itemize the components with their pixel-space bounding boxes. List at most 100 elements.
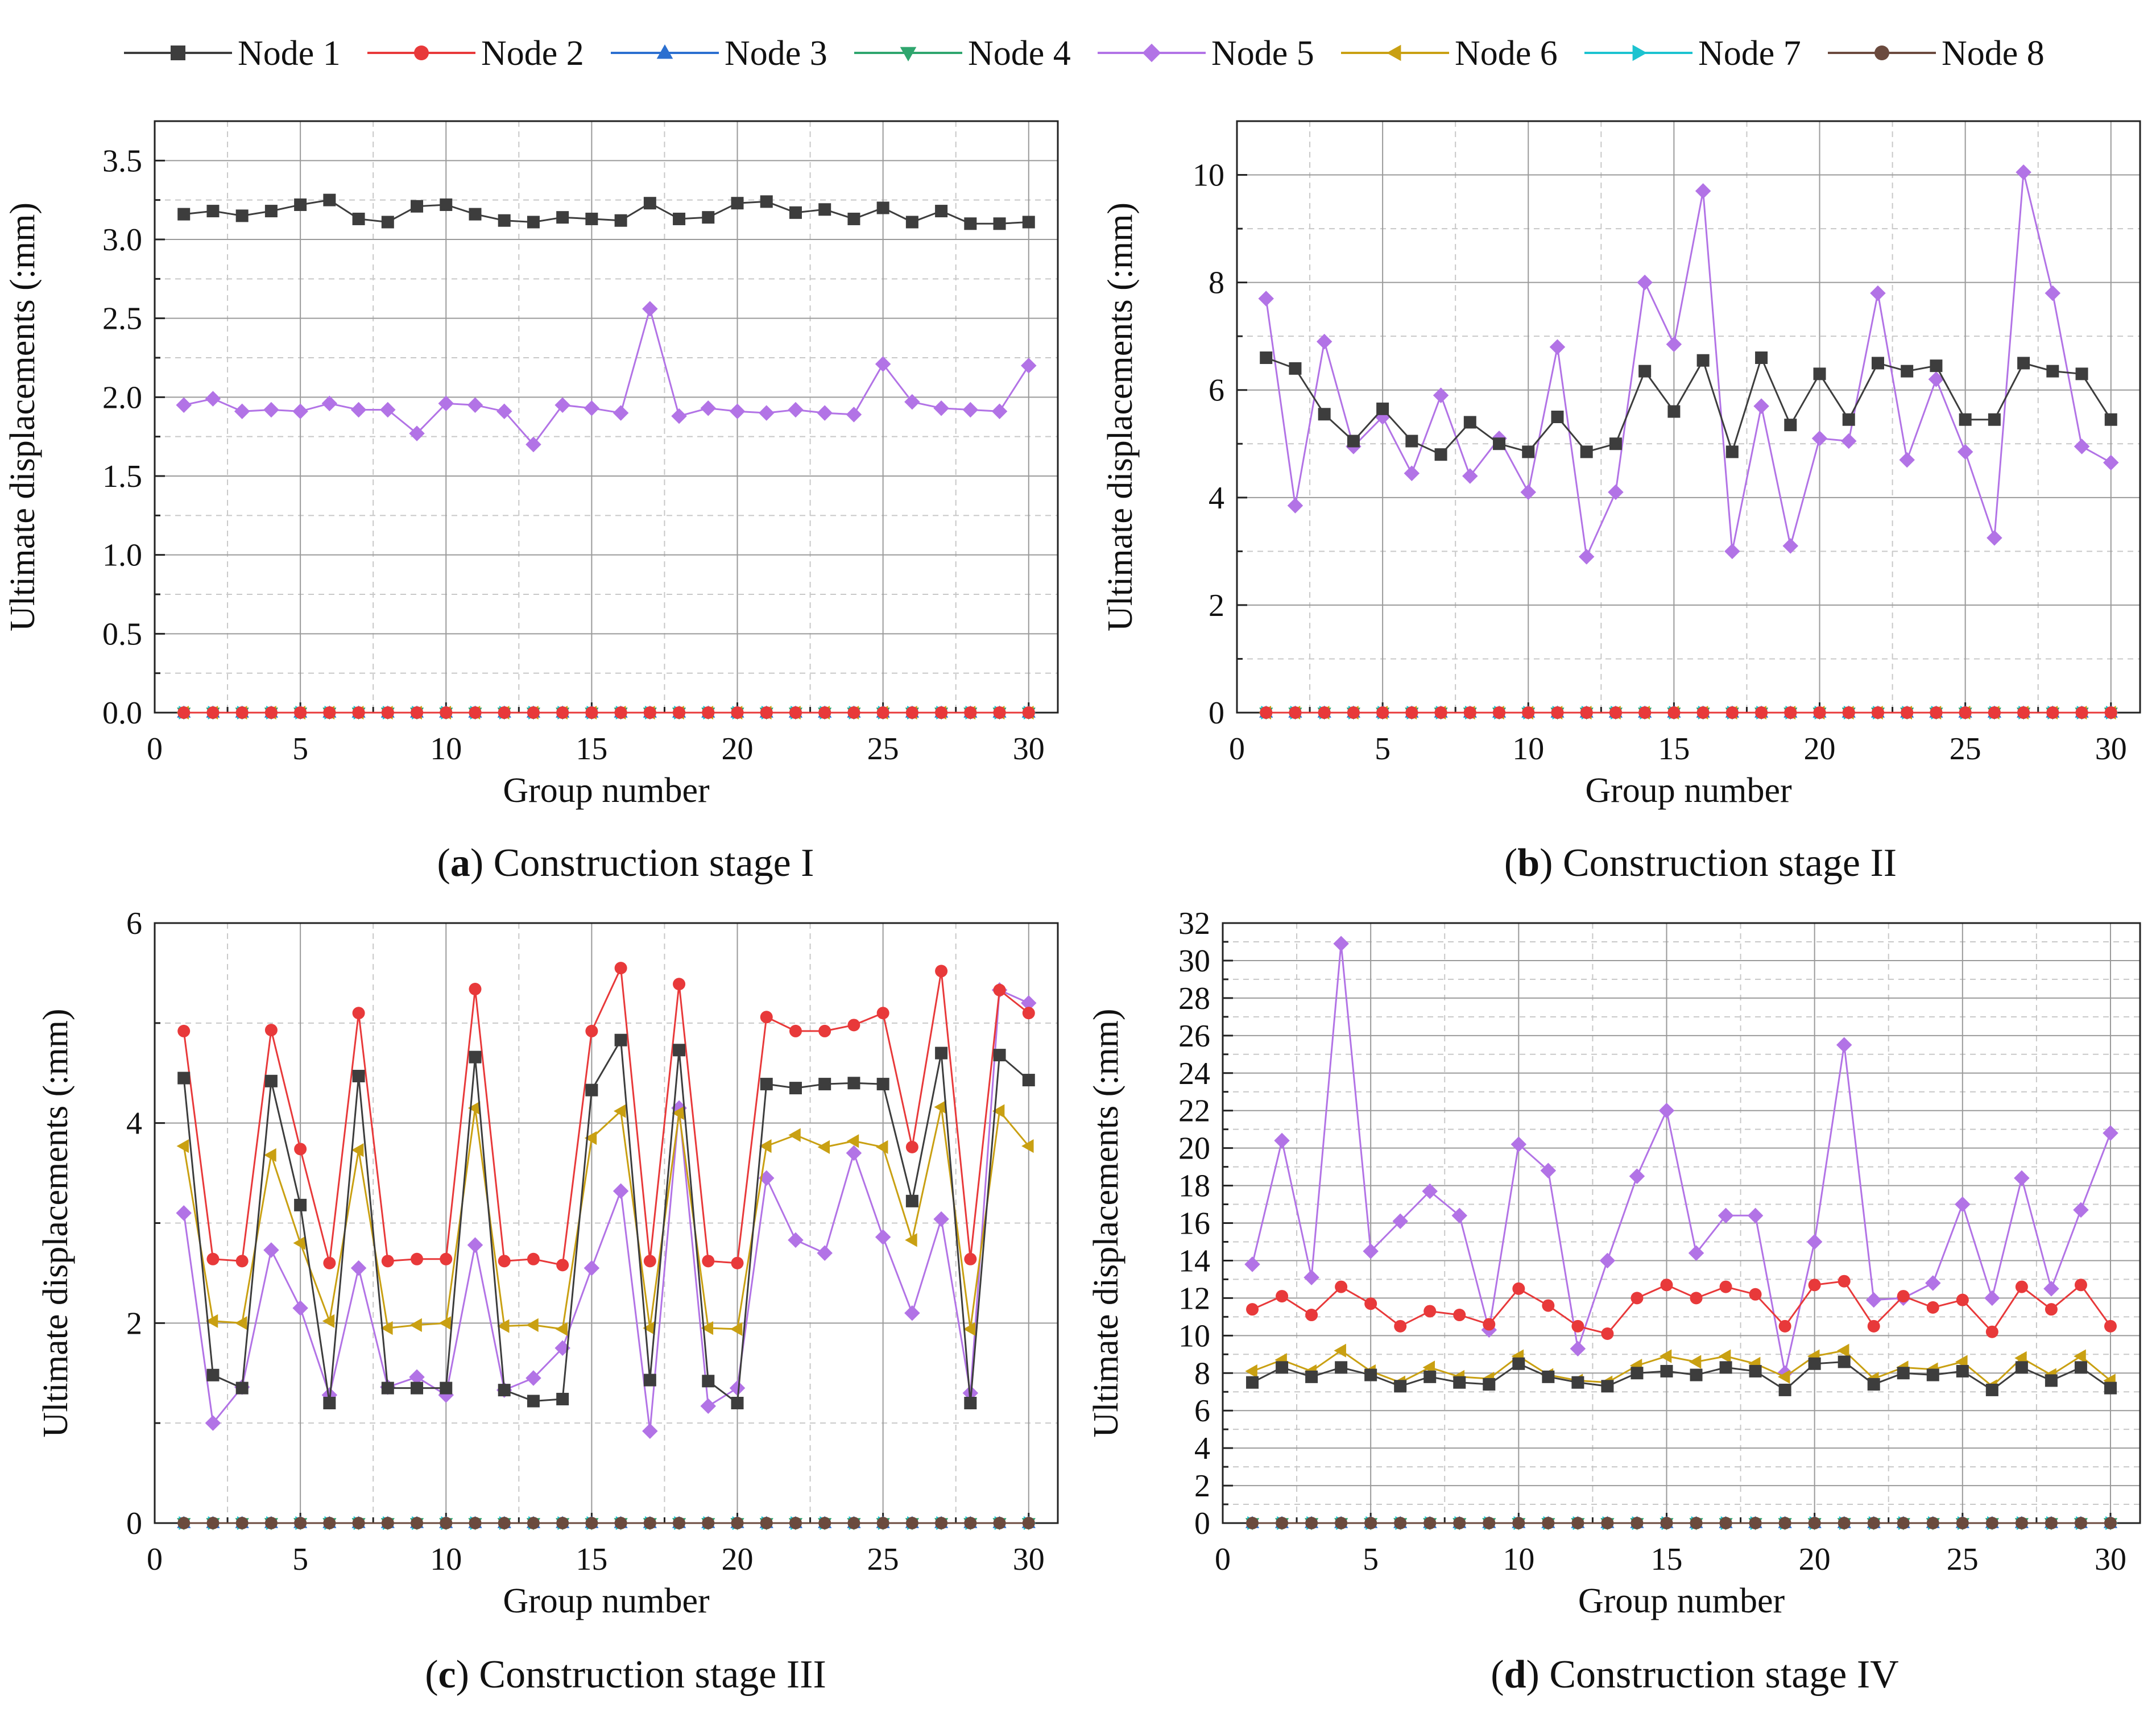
data-point-node-5 xyxy=(1928,371,1944,387)
data-point-node-1 xyxy=(264,1074,278,1087)
data-point-node-1 xyxy=(1959,413,1972,426)
data-point-node-5 xyxy=(1451,1207,1468,1224)
data-point-node-8 xyxy=(1808,1517,1821,1529)
legend-marker xyxy=(1874,45,1889,60)
data-point-node-2 xyxy=(1463,706,1476,719)
data-point-node-2 xyxy=(1423,1305,1437,1318)
data-point-node-1 xyxy=(585,1083,598,1097)
data-point-node-2 xyxy=(935,965,948,978)
data-point-node-2 xyxy=(1871,706,1884,719)
data-point-node-8 xyxy=(469,1517,482,1529)
data-point-node-5 xyxy=(1608,484,1624,500)
legend-marker xyxy=(171,45,185,60)
data-point-node-2 xyxy=(1784,706,1797,719)
caption-letter: b xyxy=(1517,841,1540,885)
data-point-node-1 xyxy=(2045,1374,2058,1387)
y-tick-label: 24 xyxy=(1178,1056,1210,1091)
y-tick-label: 20 xyxy=(1178,1131,1210,1166)
data-point-node-5 xyxy=(554,397,570,413)
data-point-node-8 xyxy=(1897,1517,1910,1529)
data-point-node-5 xyxy=(933,400,949,416)
caption-close-paren: ) xyxy=(1526,1653,1550,1697)
legend-marker xyxy=(1632,44,1647,61)
x-tick-label: 25 xyxy=(1947,1542,1979,1577)
data-point-node-1 xyxy=(2104,1381,2117,1395)
data-point-node-5 xyxy=(817,1245,833,1261)
x-tick-label: 10 xyxy=(1503,1542,1534,1577)
data-point-node-1 xyxy=(440,198,453,211)
data-point-node-1 xyxy=(731,197,744,210)
data-point-node-2 xyxy=(1434,706,1447,719)
data-point-node-2 xyxy=(1719,1280,1732,1293)
data-point-node-2 xyxy=(1580,706,1593,719)
data-point-node-1 xyxy=(1784,419,1797,432)
y-tick-label: 0.0 xyxy=(102,696,142,731)
data-point-node-1 xyxy=(1808,1357,1821,1370)
x-tick-label: 30 xyxy=(2095,1542,2126,1577)
data-point-node-6 xyxy=(2074,1349,2086,1363)
data-point-node-8 xyxy=(789,1517,802,1529)
data-point-node-1 xyxy=(1318,408,1331,421)
y-tick-label: 3.5 xyxy=(102,143,142,179)
y-tick-label: 8 xyxy=(1194,1356,1210,1391)
data-point-node-1 xyxy=(905,1194,918,1207)
data-point-node-1 xyxy=(352,1070,365,1083)
x-tick-label: 15 xyxy=(1650,1542,1682,1577)
data-point-node-6 xyxy=(1718,1349,1731,1363)
data-point-node-8 xyxy=(760,1517,773,1529)
data-point-node-5 xyxy=(991,403,1008,420)
series-node-1 xyxy=(177,193,1035,230)
data-point-node-6 xyxy=(351,1143,364,1157)
data-point-node-5 xyxy=(1363,1243,1379,1259)
data-point-node-6 xyxy=(235,1316,247,1330)
data-point-node-5 xyxy=(1303,1269,1319,1285)
data-point-node-2 xyxy=(1842,706,1855,719)
x-axis-title: Group number xyxy=(1585,771,1792,810)
data-point-node-8 xyxy=(818,1517,831,1529)
panel-caption: (d) Construction stage IV xyxy=(1491,1653,1898,1697)
data-point-node-2 xyxy=(556,706,569,719)
data-point-node-6 xyxy=(1777,1370,1790,1384)
data-point-node-5 xyxy=(613,405,629,421)
data-point-node-8 xyxy=(847,1517,860,1529)
data-point-node-6 xyxy=(701,1321,714,1335)
data-point-node-8 xyxy=(702,1517,715,1529)
data-point-node-5 xyxy=(671,408,687,424)
data-point-node-1 xyxy=(818,203,831,216)
data-point-node-5 xyxy=(817,405,833,421)
data-point-node-2 xyxy=(760,706,773,719)
data-point-node-2 xyxy=(323,706,336,719)
data-point-node-1 xyxy=(847,212,860,225)
data-point-node-2 xyxy=(1813,706,1826,719)
y-tick-label: 26 xyxy=(1178,1019,1210,1054)
data-point-node-2 xyxy=(2017,706,2030,719)
data-point-node-5 xyxy=(1987,529,2002,546)
data-point-node-2 xyxy=(381,706,394,719)
data-point-node-8 xyxy=(2045,1517,2058,1529)
data-point-node-2 xyxy=(818,706,831,719)
data-point-node-5 xyxy=(1274,1132,1290,1149)
panel-caption: (c) Construction stage III xyxy=(425,1653,826,1697)
data-point-node-2 xyxy=(1778,1319,1791,1333)
data-point-node-1 xyxy=(206,1368,220,1381)
data-point-node-2 xyxy=(1867,1319,1880,1333)
series-node-1 xyxy=(1246,1355,2117,1396)
data-point-node-8 xyxy=(905,1517,918,1529)
y-axis-title: Ultimate displacements (:mm) xyxy=(1087,1008,1125,1437)
data-point-node-5 xyxy=(496,403,512,420)
data-point-node-2 xyxy=(1749,1288,1762,1301)
legend-item: Node 3 xyxy=(611,34,827,73)
data-point-node-2 xyxy=(935,706,948,719)
data-point-node-6 xyxy=(905,1233,917,1247)
legend: Node 1 Node 2 Node 3 Node 4 Node 5 Node 6 Node… xyxy=(124,34,2045,73)
caption-title: Construction stage I xyxy=(494,841,814,885)
data-point-node-2 xyxy=(556,1259,569,1272)
data-point-node-5 xyxy=(321,395,338,412)
data-point-node-1 xyxy=(731,1397,744,1409)
data-point-node-1 xyxy=(1512,1357,1525,1370)
data-point-node-8 xyxy=(1985,1517,1998,1529)
data-point-node-1 xyxy=(2046,365,2059,378)
caption-letter: a xyxy=(450,841,470,885)
data-point-node-2 xyxy=(206,706,220,719)
chart-panel-d: 0 5 10 15 20 25 300246810121416182022242628303… xyxy=(1087,906,2141,1697)
